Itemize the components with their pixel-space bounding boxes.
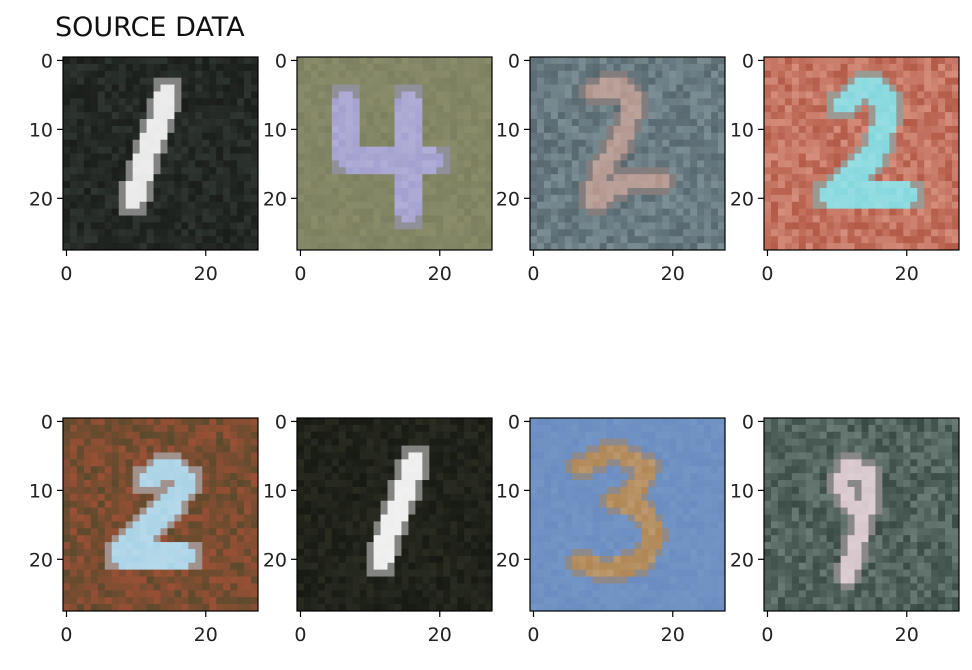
y-tick-label: 10 [263, 119, 287, 141]
axes-frame [296, 417, 493, 612]
x-tick-label: 0 [294, 624, 306, 646]
axes-frame [62, 417, 259, 612]
y-tick-label: 20 [730, 549, 754, 571]
y-tick-label: 20 [496, 549, 520, 571]
y-tick-label: 0 [742, 50, 754, 72]
panel-7: 0 20 0 10 20 [496, 411, 726, 646]
digit-image-2 [530, 57, 726, 251]
x-tick-label: 20 [194, 624, 218, 646]
y-tick-label: 20 [730, 188, 754, 210]
x-tick-label: 20 [661, 624, 685, 646]
panel-6: 0 20 0 10 20 [263, 411, 493, 646]
y-tick-label: 0 [742, 411, 754, 433]
x-tick-label: 20 [895, 624, 919, 646]
y-tick-label: 10 [730, 480, 754, 502]
y-tick-label: 0 [275, 50, 287, 72]
x-tick-label: 0 [60, 624, 72, 646]
y-tick-label: 0 [508, 411, 520, 433]
y-tick-label: 20 [29, 549, 53, 571]
y-tick-label: 20 [496, 188, 520, 210]
digit-image-2 [63, 418, 259, 612]
x-tick-label: 0 [60, 263, 72, 285]
y-tick-label: 0 [508, 50, 520, 72]
x-tick-label: 20 [428, 263, 452, 285]
y-tick-label: 20 [263, 188, 287, 210]
x-tick-label: 20 [895, 263, 919, 285]
axes-frame [529, 417, 726, 612]
axes-frame [763, 56, 960, 251]
y-tick-label: 10 [263, 480, 287, 502]
digit-image-1 [297, 418, 493, 612]
y-tick-label: 0 [41, 411, 53, 433]
axes-frame [763, 417, 960, 612]
digit-image-1 [63, 57, 259, 251]
panel-1: 0 20 0 10 20 [29, 50, 259, 285]
y-tick-label: 20 [29, 188, 53, 210]
digit-image-9 [764, 418, 960, 612]
y-tick-label: 10 [730, 119, 754, 141]
x-tick-label: 20 [194, 263, 218, 285]
x-tick-label: 0 [761, 263, 773, 285]
x-tick-label: 0 [527, 263, 539, 285]
y-tick-label: 10 [29, 119, 53, 141]
panel-8: 0 20 0 10 20 [730, 411, 960, 646]
panel-2: 0 20 0 10 20 [263, 50, 493, 285]
panel-5: 0 20 0 10 20 [29, 411, 259, 646]
x-tick-label: 0 [527, 624, 539, 646]
x-tick-label: 20 [428, 624, 452, 646]
x-tick-label: 0 [761, 624, 773, 646]
y-tick-label: 10 [29, 480, 53, 502]
x-tick-label: 0 [294, 263, 306, 285]
digit-image-4 [297, 57, 493, 251]
y-tick-label: 0 [41, 50, 53, 72]
x-tick-label: 20 [661, 263, 685, 285]
panel-4: 0 20 0 10 20 [730, 50, 960, 285]
axes-frame [529, 56, 726, 251]
panel-3: 0 20 0 10 20 [496, 50, 726, 285]
axes-frame [296, 56, 493, 251]
y-tick-label: 10 [496, 480, 520, 502]
y-tick-label: 10 [496, 119, 520, 141]
digit-image-3 [530, 418, 726, 612]
digit-image-2 [764, 57, 960, 251]
figure-title: SOURCE DATA [55, 12, 245, 43]
axes-frame [62, 56, 259, 251]
y-tick-label: 0 [275, 411, 287, 433]
y-tick-label: 20 [263, 549, 287, 571]
